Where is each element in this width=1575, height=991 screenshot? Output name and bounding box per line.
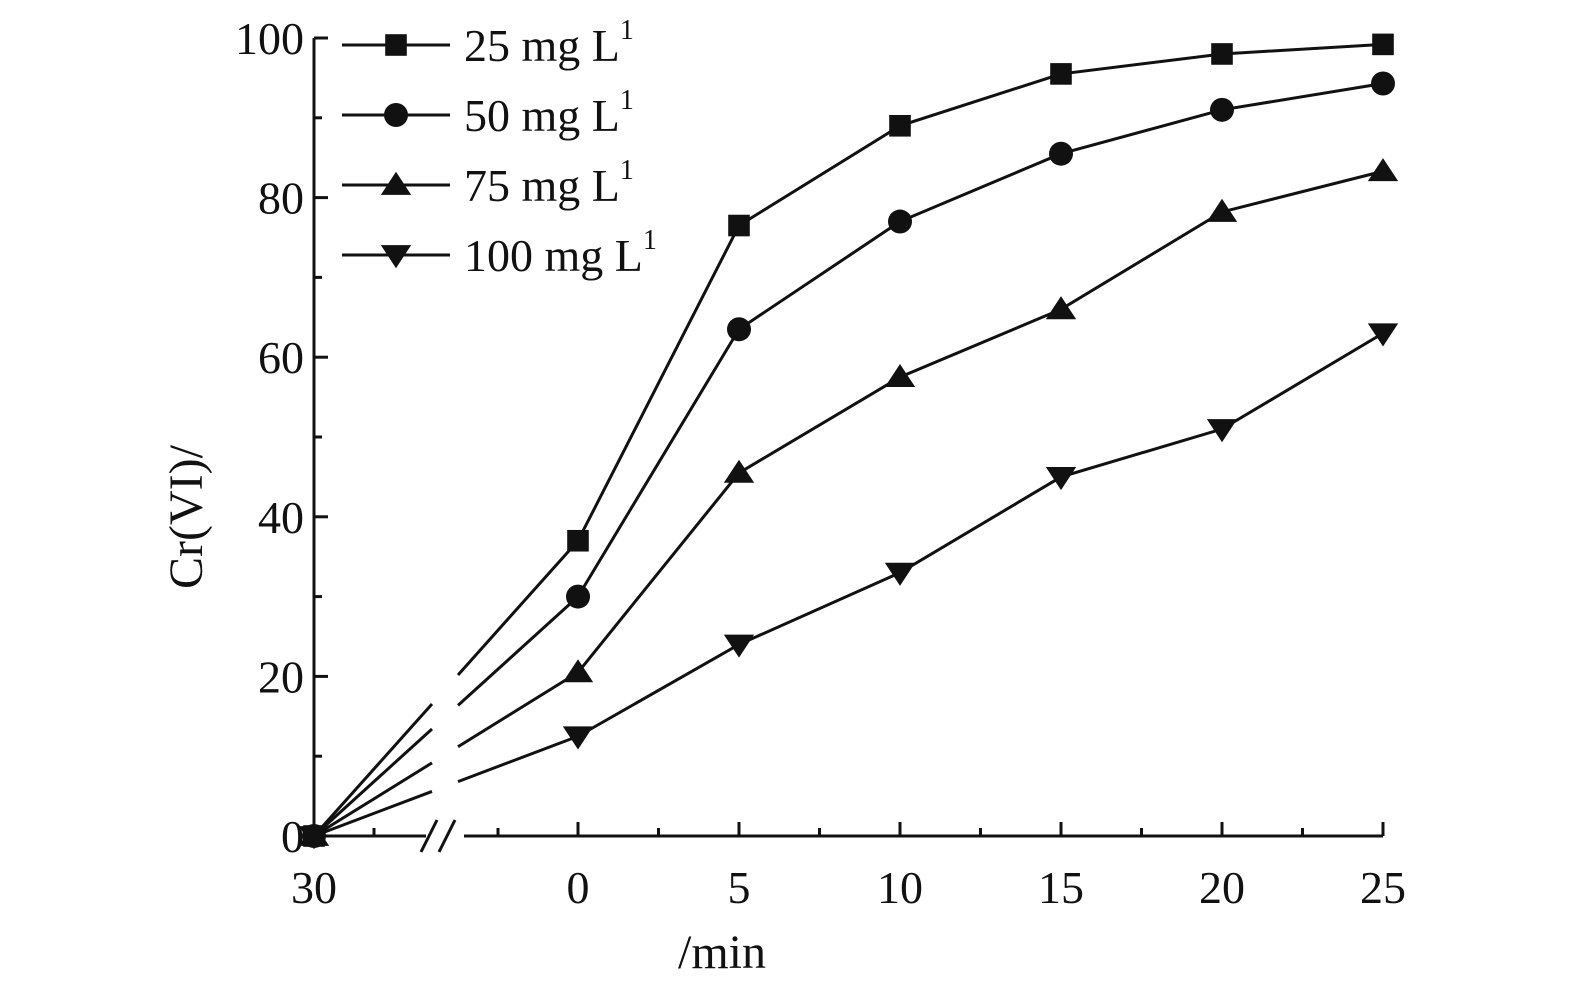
series-line-segment: [457, 671, 579, 749]
y-axis-title: Cr(VI)/: [160, 444, 213, 589]
y-tick-label: 20: [258, 651, 304, 702]
legend-label: 25 mg L1: [464, 15, 634, 71]
data-point-triangle-up-marker: [1367, 158, 1399, 182]
legend-label-superscript: 1: [620, 155, 634, 186]
x-tick-label: 0: [567, 862, 590, 913]
y-tick-label: 80: [258, 173, 304, 224]
series-1: [303, 33, 1394, 847]
series-layer: [298, 33, 1399, 850]
series-line: [576, 42, 1384, 542]
data-point-triangle-down-marker: [1045, 467, 1077, 491]
legend: 25 mg L1 50 mg L1 75 mg L1 100 mg L1: [342, 15, 657, 281]
y-tick-label: 0: [281, 811, 304, 862]
series-line-segment: [457, 734, 579, 783]
data-point-triangle-up-marker: [562, 659, 594, 683]
x-tick-label: 25: [1360, 862, 1406, 913]
series-line-segment: [313, 761, 433, 838]
series-4: [298, 323, 1399, 850]
data-point-square-marker: [1372, 33, 1394, 56]
data-point-triangle-up-marker: [380, 171, 412, 195]
legend-label: 50 mg L1: [464, 85, 634, 141]
data-point-triangle-up-marker: [1206, 198, 1238, 222]
data-point-circle-marker: [1210, 97, 1234, 122]
y-tick-label: 40: [258, 492, 304, 543]
data-point-triangle-down-marker: [884, 562, 916, 586]
data-point-triangle-up-marker: [723, 459, 755, 483]
legend-label-superscript: 1: [620, 15, 634, 46]
x-tick-label: 5: [728, 862, 751, 913]
series-line: [576, 169, 1384, 674]
data-point-circle-marker: [1049, 141, 1073, 166]
legend-label-superscript: 1: [620, 85, 634, 116]
data-point-square-marker: [728, 214, 750, 237]
data-point-triangle-up-marker: [884, 363, 916, 388]
data-point-circle-marker: [1371, 71, 1395, 96]
data-point-square-marker: [385, 34, 407, 56]
data-point-triangle-up-marker: [1045, 296, 1077, 320]
x-axis-break-mark: [419, 819, 439, 853]
legend-label-superscript: 1: [643, 225, 657, 256]
y-tick-label: 100: [235, 13, 304, 64]
data-point-square-marker: [1050, 63, 1072, 85]
legend-item: 100 mg L1: [342, 225, 657, 281]
data-point-triangle-down-marker: [1367, 323, 1399, 347]
data-point-circle-marker: [727, 317, 751, 342]
data-point-triangle-down-marker: [298, 826, 330, 850]
series-line-segment: [312, 727, 434, 838]
data-point-triangle-down-marker: [562, 726, 594, 750]
series-line-segment: [456, 539, 580, 676]
series-line-segment: [312, 703, 434, 837]
series-line-segment: [456, 595, 580, 707]
x-tick-label: 30: [291, 862, 337, 913]
legend-item: 50 mg L1: [342, 85, 634, 141]
series-line: [576, 82, 1384, 598]
legend-item: 75 mg L1: [342, 155, 634, 211]
data-point-square-marker: [567, 529, 589, 552]
data-point-circle-marker: [888, 209, 912, 234]
legend-label: 100 mg L1: [464, 225, 657, 281]
data-point-circle-marker: [384, 103, 408, 127]
series-line-segment: [313, 790, 433, 838]
series-line: [577, 331, 1384, 738]
x-axis-title: /min: [678, 926, 766, 979]
data-point-triangle-down-marker: [1206, 419, 1238, 443]
legend-item: 25 mg L1: [342, 15, 634, 71]
data-point-square-marker: [889, 114, 911, 137]
data-point-square-marker: [1211, 43, 1233, 65]
data-point-triangle-down-marker: [380, 245, 412, 269]
y-tick-label: 60: [258, 332, 304, 383]
x-tick-label: 15: [1038, 862, 1084, 913]
legend-label: 75 mg L1: [464, 155, 634, 211]
data-point-circle-marker: [566, 584, 590, 609]
x-tick-label: 20: [1199, 862, 1245, 913]
x-axis-break-mark: [437, 819, 457, 853]
data-point-triangle-down-marker: [723, 634, 755, 658]
x-tick-label: 10: [877, 862, 923, 913]
